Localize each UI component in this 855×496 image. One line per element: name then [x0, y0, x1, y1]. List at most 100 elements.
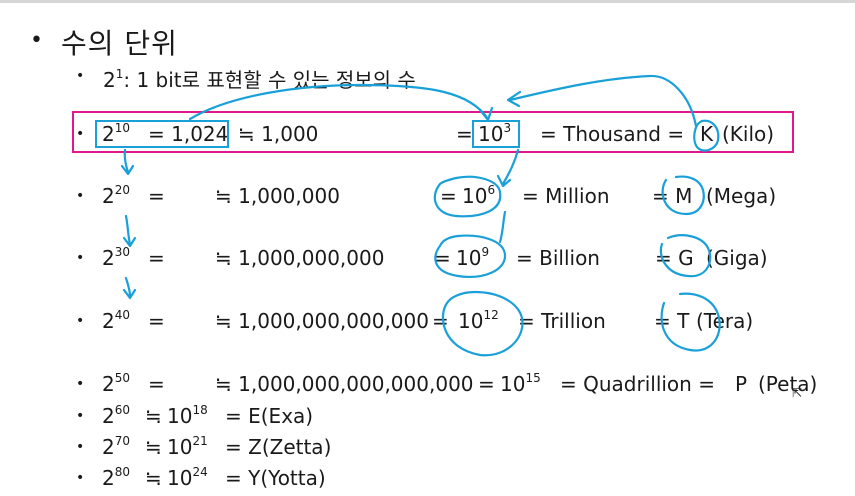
row-bullet: •: [76, 408, 85, 424]
power-of-ten: 109: [456, 246, 489, 270]
unit-text: = E(Exa): [225, 404, 314, 428]
approx-value: ≒ 1,000,000: [215, 184, 340, 208]
subtitle-desc: : 1 bit로 표현할 수 있는 정보의 수: [123, 68, 416, 92]
approx-value: ≒ 1,000,000,000,000: [215, 309, 429, 333]
pow-base: 10: [456, 246, 482, 270]
pow-base: 10: [167, 466, 193, 490]
approx-symbol: ≒: [145, 435, 162, 459]
exact-value: =: [148, 309, 165, 333]
pow-exp: 3: [503, 121, 512, 135]
unit-symbol: = M: [652, 184, 693, 208]
row-bullet: •: [76, 188, 85, 204]
pow-exp: 9: [481, 245, 490, 259]
exponent: 60: [114, 403, 131, 417]
unit-prefix: (Tera): [696, 309, 754, 333]
exact-value: = 1,024: [148, 122, 229, 146]
approx-value: ≒ 1,000: [238, 122, 319, 146]
approx-symbol: ≒: [145, 404, 162, 428]
exponent: 80: [114, 465, 131, 479]
unit-text: = Z(Zetta): [225, 435, 332, 459]
unit-symbol: = T: [654, 309, 690, 333]
pow-base: 10: [462, 184, 488, 208]
unit-text: = Y(Yotta): [225, 466, 326, 490]
unit-symbol: = G: [655, 246, 694, 270]
exponent: 40: [114, 308, 131, 322]
exponent: 70: [114, 434, 131, 448]
unit-symbol: P: [735, 372, 748, 396]
ink-box-1024: [95, 120, 229, 148]
row-bullet: •: [76, 470, 85, 486]
row-bullet: •: [76, 439, 85, 455]
pow-base: 10: [167, 435, 193, 459]
pow-prefix: =: [440, 184, 457, 208]
power-of-two: 210: [102, 122, 130, 146]
base: 2: [102, 246, 115, 270]
unit-prefix: (Kilo): [722, 122, 775, 146]
power-of-two: 240: [102, 309, 130, 333]
row-bullet: •: [76, 250, 85, 266]
down-arrow-2: [122, 214, 137, 248]
power-of-two: 260: [102, 404, 130, 428]
subtitle-text: 21: 1 bit로 표현할 수 있는 정보의 수: [103, 64, 416, 93]
approx-value: ≒ 1,000,000,000: [215, 246, 385, 270]
power-of-ten: 1021: [167, 435, 208, 459]
arrow-kilo-head: [506, 90, 522, 108]
pow-base: 10: [500, 372, 526, 396]
row-bullet: •: [76, 126, 85, 142]
unit-name: = Thousand =: [540, 122, 685, 146]
down-arrow-1: [120, 148, 135, 176]
power-of-ten: 1024: [167, 466, 208, 490]
power-of-ten: 106: [462, 184, 495, 208]
base: 2: [102, 309, 115, 333]
pow-base: 10: [478, 122, 504, 146]
subtitle-bullet: •: [76, 68, 85, 84]
power-of-ten: 1012: [458, 309, 499, 333]
power-of-ten: 1015: [500, 372, 541, 396]
base: 2: [102, 466, 115, 490]
power-of-ten: 103: [478, 122, 511, 146]
subtitle-exp: 1: [115, 67, 124, 81]
unit-name: = Billion: [516, 246, 600, 270]
exact-value: =: [148, 372, 165, 396]
pow-prefix: =: [456, 122, 473, 146]
base: 2: [102, 184, 115, 208]
unit-symbol: K: [700, 122, 714, 146]
power-of-ten: 1018: [167, 404, 208, 428]
pow-prefix: =: [432, 309, 449, 333]
base: 2: [102, 372, 115, 396]
power-of-two: 270: [102, 435, 130, 459]
unit-name: = Trillion: [518, 309, 606, 333]
right-link-2: [498, 210, 507, 244]
pow-base: 10: [458, 309, 484, 333]
exponent: 10: [114, 121, 131, 135]
exact-value: =: [148, 246, 165, 270]
exact-value: =: [148, 184, 165, 208]
pow-exp: 6: [487, 183, 496, 197]
base: 2: [102, 435, 115, 459]
unit-prefix: (Mega): [706, 184, 777, 208]
cursor-icon: ⇱: [792, 386, 803, 400]
exponent: 30: [114, 245, 131, 259]
subtitle-base: 2: [103, 68, 116, 92]
down-arrow-3: [122, 276, 137, 300]
power-of-two: 220: [102, 184, 130, 208]
heading-bullet: •: [30, 28, 43, 53]
exponent: 20: [114, 183, 131, 197]
unit-name: = Quadrillion =: [560, 372, 715, 396]
right-link-1: [496, 148, 520, 188]
row-bullet: •: [76, 313, 85, 329]
power-of-two: 250: [102, 372, 130, 396]
pow-exp: 24: [192, 465, 208, 479]
pow-prefix: =: [434, 246, 451, 270]
exponent: 50: [114, 371, 131, 385]
pow-exp: 21: [192, 434, 208, 448]
pow-base: 10: [167, 404, 193, 428]
page-title: 수의 단위: [61, 27, 178, 60]
power-of-two: 280: [102, 466, 130, 490]
power-of-two: 230: [102, 246, 130, 270]
base: 2: [102, 122, 115, 146]
pow-prefix: =: [478, 372, 495, 396]
pow-exp: 15: [525, 371, 541, 385]
approx-value: ≒ 1,000,000,000,000,000: [215, 372, 474, 396]
top-divider: [0, 0, 855, 3]
